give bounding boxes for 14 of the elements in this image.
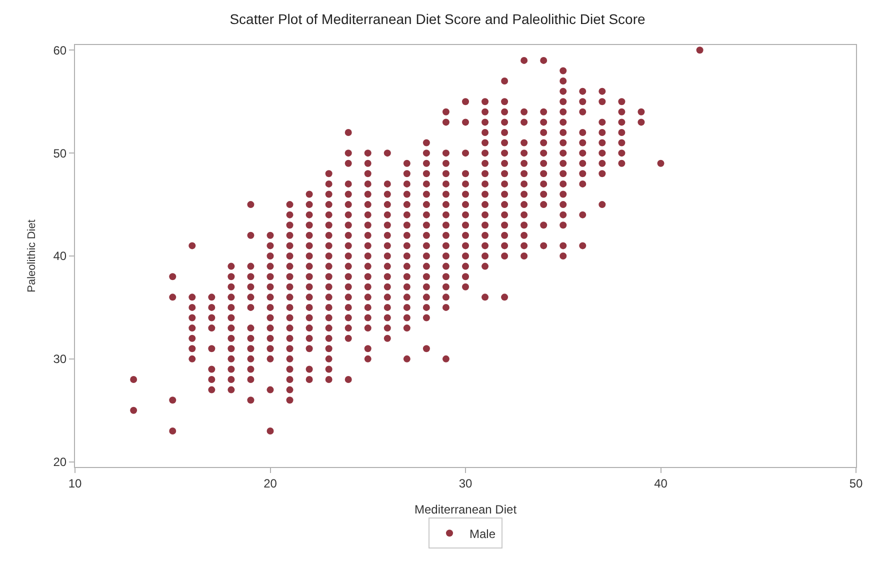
- x-tick-label: 20: [264, 476, 278, 490]
- y-tick-label: 40: [53, 249, 67, 264]
- x-axis-title: Mediterranean Diet: [414, 502, 518, 516]
- y-tick-label: 30: [53, 352, 67, 366]
- x-tick-label: 30: [458, 476, 472, 490]
- y-tick-label: 20: [53, 455, 67, 470]
- x-tick-label: 40: [654, 476, 668, 490]
- legend-label: Male: [470, 526, 496, 541]
- chart-title: Scatter Plot of Mediterranean Diet Score and Paleolithic Diet Score: [230, 10, 646, 27]
- y-tick-label: 50: [53, 146, 67, 160]
- y-tick-label: 60: [53, 43, 67, 58]
- y-axis-title: Paleolithic Diet: [26, 220, 38, 292]
- x-tick-label: 10: [68, 476, 82, 490]
- x-tick-label: 50: [849, 476, 863, 490]
